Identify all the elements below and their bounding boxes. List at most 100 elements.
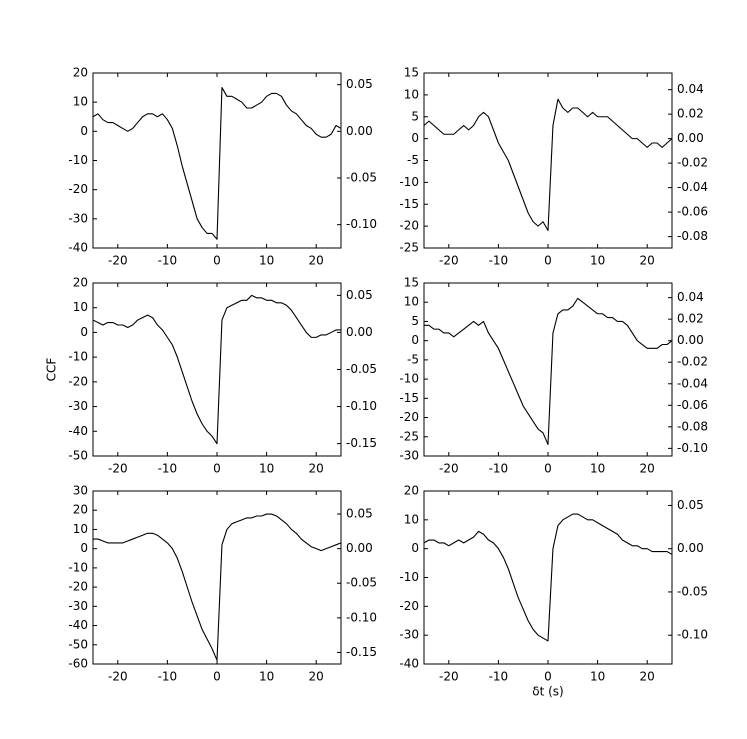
y-tick-label: -10 — [399, 570, 419, 584]
y-tick-label: 20 — [73, 503, 88, 517]
y2-tick-label: -0.05 — [346, 576, 377, 590]
y-tick-label: 20 — [73, 276, 88, 290]
x-tick-label: -20 — [108, 462, 128, 476]
y-tick-label: -30 — [399, 449, 419, 463]
y-tick-label: -5 — [407, 153, 419, 167]
x-tick-label: 20 — [640, 462, 655, 476]
x-tick-label: 10 — [590, 670, 605, 684]
y-tick-label: 20 — [404, 484, 419, 498]
y-tick-label: -10 — [399, 175, 419, 189]
y-tick-label: -40 — [68, 424, 88, 438]
y2-tick-label: 0.05 — [346, 77, 373, 91]
y-tick-label: -30 — [68, 599, 88, 613]
ccf-line — [92, 294, 341, 445]
y-tick-label: -5 — [407, 352, 419, 366]
y-tick-label: -10 — [399, 372, 419, 386]
x-tick-label: -20 — [439, 254, 459, 268]
y-tick-label: 10 — [73, 300, 88, 314]
y2-tick-label: -0.15 — [346, 436, 377, 450]
x-tick-label: 0 — [544, 670, 552, 684]
y2-tick-label: -0.05 — [346, 362, 377, 376]
y-tick-label: -10 — [68, 153, 88, 167]
y2-tick-label: -0.06 — [677, 398, 708, 412]
x-tick-label: 20 — [640, 670, 655, 684]
y-tick-label: -20 — [399, 599, 419, 613]
y-tick-label: 10 — [73, 95, 88, 109]
x-tick-label: -10 — [489, 462, 509, 476]
x-tick-label: 10 — [259, 254, 274, 268]
x-tick-label: 10 — [590, 254, 605, 268]
x-tick-label: 10 — [590, 462, 605, 476]
y2-tick-label: -0.06 — [677, 205, 708, 219]
y2-tick-label: 0.05 — [346, 288, 373, 302]
x-tick-label: -20 — [439, 670, 459, 684]
y2-tick-label: 0.00 — [677, 541, 704, 555]
y-tick-label: 0 — [80, 325, 88, 339]
y-tick-label: 0 — [411, 541, 419, 555]
y-tick-label: -50 — [68, 637, 88, 651]
x-tick-label: 20 — [309, 462, 324, 476]
y-tick-label: -40 — [399, 657, 419, 671]
y2-tick-label: 0.00 — [677, 131, 704, 145]
y-tick-label: -20 — [68, 580, 88, 594]
y2-tick-label: 0.04 — [677, 82, 704, 96]
y-tick-label: -30 — [68, 399, 88, 413]
x-tick-label: -10 — [158, 254, 178, 268]
y-tick-label: 5 — [411, 314, 419, 328]
y-tick-label: -30 — [68, 211, 88, 225]
y-axis-label: CCF — [45, 358, 59, 382]
y2-tick-label: 0.00 — [346, 124, 373, 138]
x-tick-label: 0 — [213, 670, 221, 684]
x-tick-label: 10 — [259, 670, 274, 684]
x-tick-label: 10 — [259, 462, 274, 476]
y-tick-label: 10 — [73, 522, 88, 536]
x-tick-label: 20 — [309, 670, 324, 684]
y2-tick-label: -0.08 — [677, 419, 708, 433]
y2-tick-label: -0.05 — [346, 171, 377, 185]
y-tick-label: 0 — [80, 124, 88, 138]
y-tick-label: 15 — [404, 66, 419, 80]
x-tick-label: 0 — [213, 462, 221, 476]
y2-tick-label: 0.04 — [677, 290, 704, 304]
ccf-line — [423, 513, 673, 642]
y2-tick-label: 0.00 — [346, 325, 373, 339]
y-tick-label: -25 — [399, 429, 419, 443]
y-tick-label: 10 — [404, 87, 419, 101]
x-tick-label: -20 — [108, 254, 128, 268]
x-tick-label: -20 — [108, 670, 128, 684]
y-tick-label: -40 — [68, 241, 88, 255]
y2-tick-label: -0.10 — [346, 399, 377, 413]
y-tick-label: 15 — [404, 276, 419, 290]
x-tick-label: 20 — [309, 254, 324, 268]
y-tick-label: 20 — [73, 66, 88, 80]
y-tick-label: 5 — [411, 109, 419, 123]
y-tick-label: -25 — [399, 241, 419, 255]
x-tick-label: 0 — [544, 462, 552, 476]
y-tick-label: -15 — [399, 391, 419, 405]
y2-tick-label: 0.00 — [346, 541, 373, 555]
ccf-line — [424, 297, 673, 446]
y2-tick-label: 0.00 — [677, 333, 704, 347]
ccf-line — [92, 87, 342, 240]
y2-tick-label: -0.10 — [677, 441, 708, 455]
y2-tick-label: -0.02 — [677, 355, 708, 369]
axes-frame — [92, 72, 342, 249]
y-tick-label: -30 — [399, 628, 419, 642]
y-tick-label: -20 — [399, 410, 419, 424]
y-tick-label: -10 — [68, 560, 88, 574]
x-tick-label: -20 — [439, 462, 459, 476]
y2-tick-label: 0.05 — [346, 507, 373, 521]
x-tick-label: -10 — [489, 254, 509, 268]
y2-tick-label: -0.05 — [677, 584, 708, 598]
y2-tick-label: -0.10 — [677, 628, 708, 642]
y-tick-label: 0 — [411, 131, 419, 145]
y2-tick-label: -0.15 — [346, 645, 377, 659]
y-tick-label: 0 — [411, 333, 419, 347]
x-tick-label: 0 — [213, 254, 221, 268]
x-tick-label: -10 — [489, 670, 509, 684]
y2-tick-label: -0.10 — [346, 610, 377, 624]
y-tick-label: -20 — [68, 374, 88, 388]
y-tick-label: -50 — [68, 449, 88, 463]
